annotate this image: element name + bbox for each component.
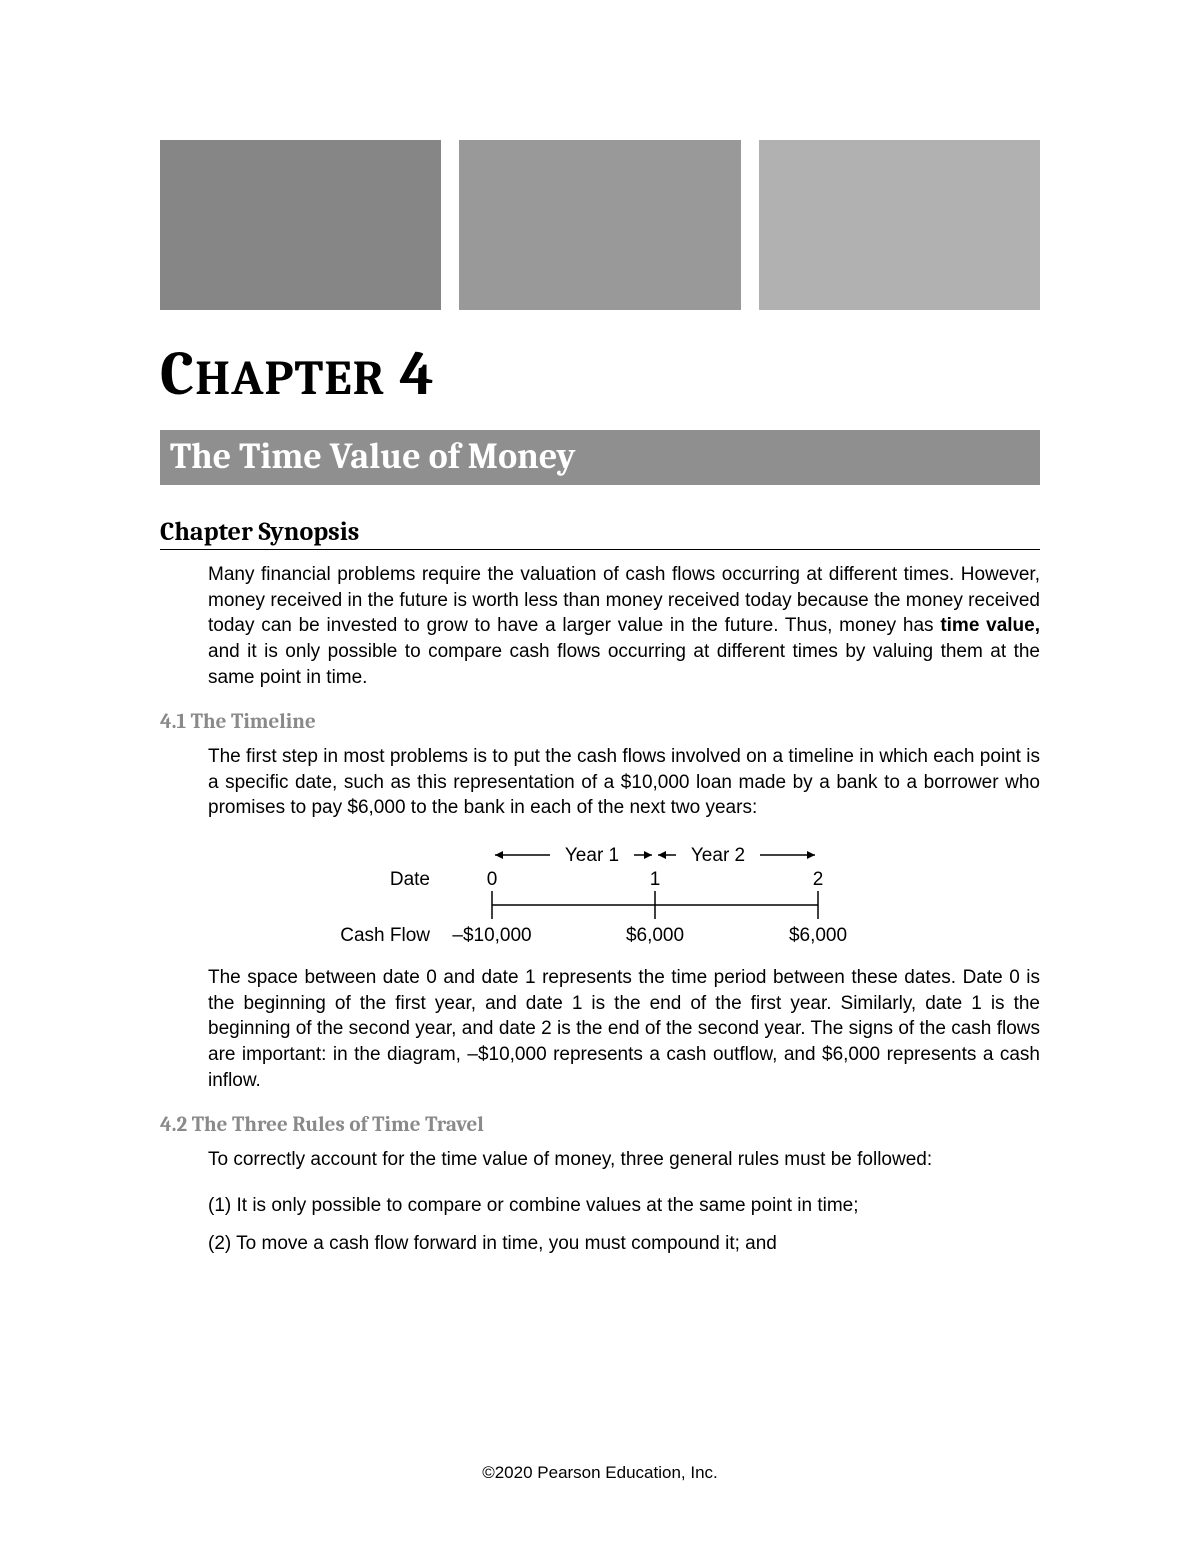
chapter-title: CHAPTER 4 <box>160 338 1040 410</box>
footer-copyright: ©2020 Pearson Education, Inc. <box>0 1463 1200 1483</box>
sec41-p2: The space between date 0 and date 1 repr… <box>208 965 1040 1093</box>
sec41-p1: The first step in most problems is to pu… <box>208 744 1040 821</box>
svg-text:Year 2: Year 2 <box>691 845 745 866</box>
synopsis-before: Many financial problems require the valu… <box>208 564 1040 636</box>
chapter-word-rest: HAPTER <box>195 351 385 407</box>
sec42-heading: 4.2 The Three Rules of Time Travel <box>160 1113 1040 1137</box>
header-block-2 <box>459 140 740 310</box>
svg-text:–$10,000: –$10,000 <box>452 925 531 946</box>
synopsis-bold: time value, <box>940 615 1040 636</box>
synopsis-after: and it is only possible to compare cash … <box>208 641 1040 688</box>
svg-text:$6,000: $6,000 <box>789 925 847 946</box>
sec42-rule2: (2) To move a cash flow forward in time,… <box>208 1231 1040 1257</box>
chapter-subtitle: The Time Value of Money <box>160 430 1040 485</box>
svg-text:Date: Date <box>390 869 430 890</box>
svg-text:Year 1: Year 1 <box>565 845 619 866</box>
sec41-heading: 4.1 The Timeline <box>160 710 1040 734</box>
timeline-diagram: Year 1 Year 2 Date 0 1 2 <box>160 841 1040 951</box>
svg-text:1: 1 <box>650 869 661 890</box>
svg-text:0: 0 <box>487 869 498 890</box>
sec42-intro: To correctly account for the time value … <box>208 1147 1040 1173</box>
synopsis-text: Many financial problems require the valu… <box>208 562 1040 690</box>
chapter-number: 4 <box>385 338 435 410</box>
svg-text:$6,000: $6,000 <box>626 925 684 946</box>
svg-text:Cash Flow: Cash Flow <box>340 925 430 946</box>
svg-text:2: 2 <box>813 869 824 890</box>
header-blocks <box>160 140 1040 310</box>
sec42-rule1: (1) It is only possible to compare or co… <box>208 1193 1040 1219</box>
header-block-3 <box>759 140 1040 310</box>
synopsis-heading: Chapter Synopsis <box>160 517 1040 550</box>
header-block-1 <box>160 140 441 310</box>
chapter-initial: C <box>160 338 195 410</box>
